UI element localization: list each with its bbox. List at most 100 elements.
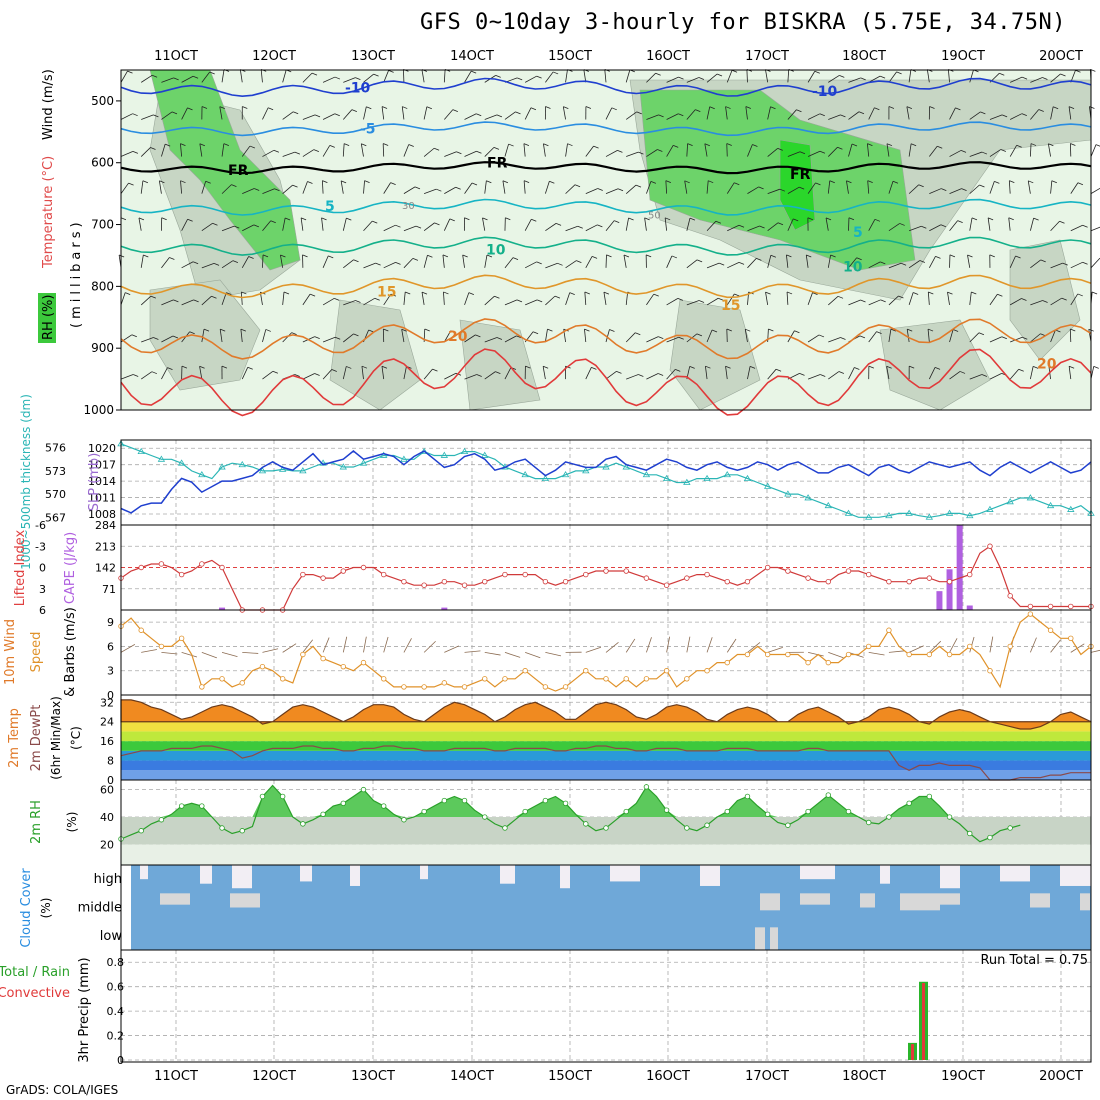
wind-barb — [928, 367, 936, 380]
thickness-line-marker — [198, 470, 206, 478]
rh-line-marker — [461, 797, 468, 804]
wind-barb-flag — [388, 69, 394, 73]
wind-barb — [1050, 180, 1053, 194]
wind-barb-flag — [584, 291, 590, 295]
wind-barb — [544, 181, 550, 194]
rh-line-marker — [502, 825, 508, 831]
wind-barb — [585, 256, 593, 269]
wind-barb — [625, 332, 636, 343]
wind-barb — [746, 69, 748, 83]
wind-barb — [361, 366, 364, 380]
wind-barb — [625, 291, 629, 305]
wind-barb-flag — [715, 220, 722, 224]
wind-barb-flag — [374, 297, 380, 301]
thickness-line-marker — [905, 509, 913, 516]
wind-barb-flag — [542, 365, 549, 369]
surface-wind-barb — [322, 637, 330, 653]
wind-barb-flag — [213, 262, 220, 266]
wind-barb-flag — [704, 143, 710, 147]
precip-convective-bar — [911, 1044, 914, 1060]
wind-barb — [908, 184, 919, 194]
temp-ytick: 32 — [100, 696, 114, 709]
lifted-index-line-marker — [866, 571, 872, 578]
wind-barb-flag — [695, 109, 701, 112]
wind-barb — [867, 143, 870, 157]
wind-barb-flag — [249, 145, 256, 149]
temp-axis-label-3: (6hr Min/Max) — [49, 696, 63, 780]
rh-line-marker — [542, 797, 549, 804]
wind-barb-flag — [1053, 106, 1059, 110]
surface-wind-barb — [949, 638, 958, 653]
wind-barb-flag — [1068, 365, 1075, 369]
thickness-line-marker — [1067, 505, 1075, 512]
wind-speed-line-marker — [542, 684, 549, 690]
cape-axis-label-group: CAPE (J/kg) — [63, 532, 78, 604]
wind-barb — [867, 180, 870, 194]
wind-barb-flag — [272, 370, 278, 374]
wind-barb — [140, 254, 144, 268]
wind-barb-flag — [294, 151, 301, 155]
wind-barb-flag — [361, 365, 368, 369]
wind-barb-flag — [687, 143, 693, 146]
thickness-line-marker — [521, 470, 529, 478]
wind-barb-flag — [159, 180, 165, 184]
wind-barb-flag — [1060, 73, 1066, 77]
wind-barb — [947, 69, 950, 83]
wind-barb — [706, 262, 720, 269]
wind-barb-flag — [128, 182, 134, 186]
wind-barb-flag — [187, 107, 193, 111]
wind-barb — [464, 182, 473, 194]
wind-barb — [1029, 218, 1035, 231]
precip-panel-bg — [121, 950, 1091, 1062]
wind-barb-flag — [314, 336, 320, 339]
rh-line-marker — [441, 797, 448, 804]
thickness-line-marker — [460, 447, 469, 454]
rh-ytick: 60 — [100, 784, 114, 797]
wind-barb — [141, 337, 154, 343]
cloud-middle — [760, 893, 780, 911]
wind-barb — [565, 260, 577, 269]
lifted-index-line-marker — [562, 578, 569, 585]
wind-barb-flag — [734, 293, 740, 297]
wind-barb-flag — [432, 368, 438, 372]
wind-barb-flag — [476, 113, 482, 117]
contour-label: FR — [487, 156, 508, 172]
wind-barb — [605, 329, 610, 343]
wind-barb-flag — [118, 254, 125, 258]
wind-barb-flag — [987, 217, 994, 221]
surface-wind-barb — [868, 651, 885, 656]
wind-barb — [828, 371, 840, 380]
cloud-axis-label: Cloud Cover — [19, 868, 34, 948]
wind-barb — [868, 331, 877, 343]
lifted-index-line-marker — [199, 561, 205, 567]
wind-barb-flag — [395, 224, 401, 228]
wind-barb — [502, 180, 506, 194]
wind-barb — [525, 299, 538, 306]
contour-label: -10 — [345, 80, 371, 96]
cape-bar — [441, 607, 448, 610]
wind-barb-flag — [1008, 217, 1014, 221]
rh-line-marker — [522, 808, 528, 815]
surface-wind-barb — [1030, 637, 1037, 653]
thickness-line-marker — [339, 463, 347, 470]
wind-barb-flag — [593, 145, 599, 149]
wind-barb-flag — [340, 180, 347, 184]
wind-barb — [1068, 366, 1072, 380]
wind-barb — [868, 261, 881, 269]
wind-barb-flag — [779, 188, 786, 192]
wind-barb-flag — [980, 111, 986, 115]
wind-barb — [1070, 70, 1076, 83]
run-total-label: Run Total = 0.75 — [980, 953, 1088, 968]
surface-wind-barb — [625, 638, 636, 653]
date-label-top: 15OCT — [548, 49, 592, 64]
wind-barb — [140, 147, 151, 157]
rh-line-marker — [845, 808, 852, 815]
wind-barb-flag — [343, 143, 350, 146]
rh-axis-label-group: 2m RH — [29, 800, 44, 844]
wind-barb — [1009, 369, 1020, 380]
wind-barb-flag — [395, 262, 401, 265]
wind-speed-line-marker — [199, 684, 205, 690]
wind-barb — [282, 151, 296, 157]
wind-barb — [464, 113, 477, 120]
wind-barb — [1030, 333, 1041, 343]
